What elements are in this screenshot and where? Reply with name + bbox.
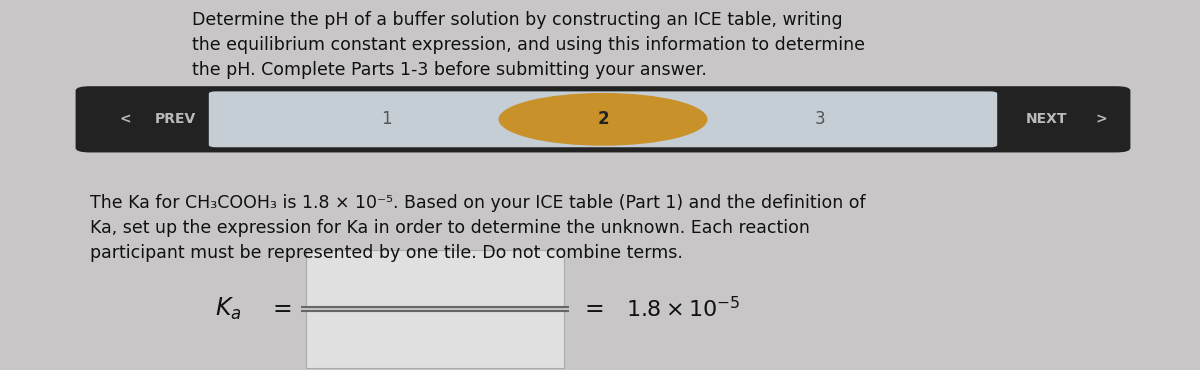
Ellipse shape [498, 93, 708, 146]
Bar [306, 311, 564, 368]
Text: Determine the pH of a buffer solution by constructing an ICE table, writing
the : Determine the pH of a buffer solution by… [192, 11, 865, 79]
Text: $1.8 \times 10^{-5}$: $1.8 \times 10^{-5}$ [626, 296, 740, 322]
Text: NEXT: NEXT [1026, 112, 1068, 126]
Bar [306, 250, 564, 307]
FancyBboxPatch shape [76, 86, 1130, 152]
Text: $K_a$: $K_a$ [215, 296, 241, 322]
Text: 3: 3 [815, 110, 826, 128]
Text: 1: 1 [380, 110, 391, 128]
Text: =: = [584, 297, 604, 321]
Text: <: < [120, 112, 131, 126]
Text: The Ka for CH₃COOH₃ is 1.8 × 10⁻⁵. Based on your ICE table (Part 1) and the defi: The Ka for CH₃COOH₃ is 1.8 × 10⁻⁵. Based… [90, 194, 865, 262]
Text: 2: 2 [598, 110, 608, 128]
FancyBboxPatch shape [209, 91, 997, 147]
Text: =: = [272, 297, 292, 321]
Text: PREV: PREV [155, 112, 197, 126]
Text: >: > [1096, 112, 1106, 126]
